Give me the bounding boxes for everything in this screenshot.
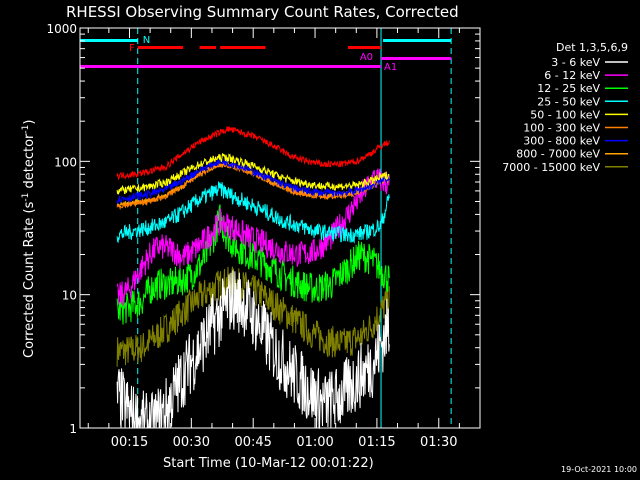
- series-line-8: [116, 266, 390, 367]
- timestamp: 19-Oct-2021 10:00: [561, 465, 637, 474]
- y-tick-label-1: 10: [62, 289, 77, 303]
- night-bar-1: [383, 39, 452, 42]
- flare-label: F: [129, 43, 135, 54]
- y-axis-label: Corrected Count Rate (s-1 detector-1): [21, 120, 37, 358]
- series-line-5: [116, 161, 390, 211]
- chart-title: RHESSI Observing Summary Count Rates, Co…: [66, 3, 459, 21]
- x-axis-label: Start Time (10-Mar-12 00:01:22): [163, 456, 374, 471]
- legend-label-4: 50 - 100 keV: [530, 108, 600, 121]
- plot-area: NF A0 A1: [79, 28, 452, 430]
- flare-bar-3: [348, 46, 382, 49]
- y-tick-label-3: 1000: [46, 22, 77, 36]
- y-tick-label-2: 100: [54, 155, 77, 169]
- series-line-2: [116, 204, 390, 325]
- flare-bar-2: [220, 46, 266, 49]
- x-tick-label-5: 01:30: [420, 435, 457, 450]
- flare-bar-1: [199, 46, 217, 49]
- x-tick-label-3: 01:00: [296, 435, 333, 450]
- legend-label-5: 100 - 300 keV: [523, 122, 600, 135]
- series-line-4: [116, 153, 390, 196]
- legend-label-7: 800 - 7000 keV: [516, 148, 600, 161]
- legend-label-6: 300 - 800 keV: [523, 135, 600, 148]
- a0-label: A0: [360, 52, 373, 63]
- attenuator-a1-bar: [381, 57, 452, 60]
- a1-label: A1: [384, 62, 397, 73]
- series-line-6: [116, 158, 390, 204]
- legend-label-1: 6 - 12 keV: [544, 69, 600, 82]
- plot-frame: [79, 27, 481, 429]
- y-tick-label-0: 1: [69, 422, 77, 436]
- legend-label-0: 3 - 6 keV: [551, 56, 600, 69]
- legend-title: Det 1,3,5,6,9: [556, 41, 628, 54]
- attenuator-a0-bar: [80, 65, 382, 68]
- legend-label-3: 25 - 50 keV: [537, 95, 600, 108]
- night-label: N: [143, 35, 150, 46]
- series-line-0: [116, 270, 390, 430]
- series-line-3: [116, 180, 390, 244]
- x-tick-label-4: 01:15: [358, 435, 395, 450]
- night-bar-0: [80, 39, 138, 42]
- legend-label-2: 12 - 25 keV: [537, 82, 600, 95]
- x-tick-label-0: 00:15: [111, 435, 148, 450]
- axis-ticks: 1 10 100 1000 00:15 00:30 00:45 01:00 01:15 01:30: [46, 22, 480, 450]
- series-line-1: [116, 168, 390, 306]
- legend-label-8: 7000 - 15000 keV: [502, 161, 600, 174]
- series-line-red: [116, 126, 390, 181]
- flare-bar-0: [137, 46, 184, 49]
- x-tick-label-1: 00:30: [173, 435, 210, 450]
- x-tick-label-2: 00:45: [234, 435, 271, 450]
